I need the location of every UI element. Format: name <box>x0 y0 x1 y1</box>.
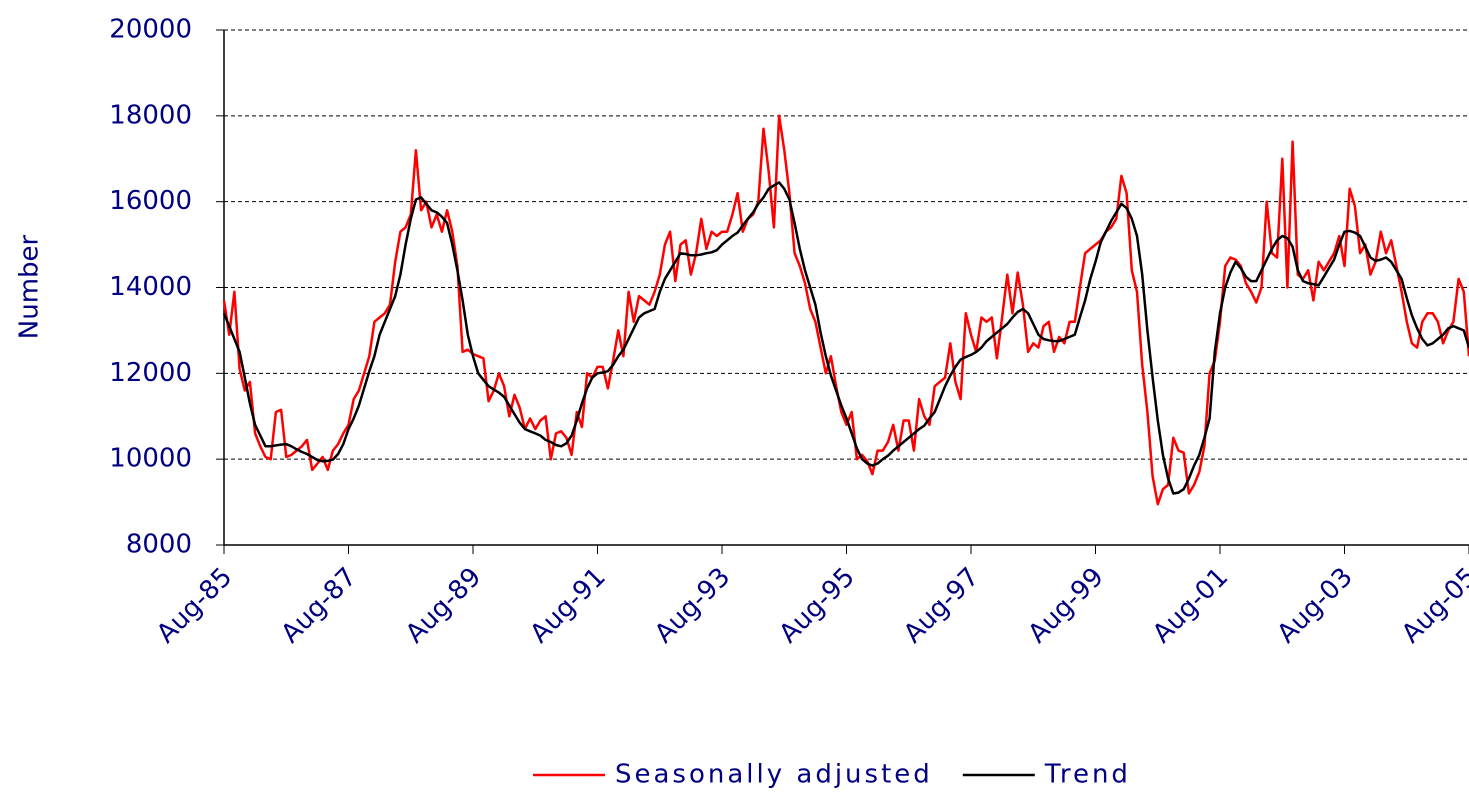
x-tick-label: Aug-03 <box>1272 562 1359 649</box>
legend-label: Trend <box>1044 760 1131 790</box>
x-tick-label: Aug-85 <box>151 562 238 649</box>
y-tick-label: 14000 <box>109 272 192 302</box>
legend-label: Seasonally adjusted <box>615 760 933 790</box>
y-tick-label: 12000 <box>109 358 192 388</box>
line-series <box>222 181 1469 495</box>
y-tick-label: 20000 <box>109 15 192 45</box>
x-tick-label: Aug-01 <box>1147 562 1234 649</box>
line-series <box>222 114 1469 506</box>
x-tick-label: Aug-91 <box>525 562 612 649</box>
y-axis-label: Number <box>15 234 45 339</box>
y-tick-label: 16000 <box>109 186 192 216</box>
x-tick-label: Aug-05 <box>1396 562 1469 649</box>
x-tick-label: Aug-87 <box>276 562 363 649</box>
x-tick-label: Aug-97 <box>898 562 985 649</box>
x-tick-label: Aug-95 <box>774 562 861 649</box>
y-tick-label: 18000 <box>109 100 192 130</box>
y-tick-label: 8000 <box>126 530 192 560</box>
x-tick-label: Aug-89 <box>400 562 487 649</box>
x-tick-label: Aug-93 <box>649 562 736 649</box>
y-tick-label: 10000 <box>109 444 192 474</box>
x-tick-label: Aug-99 <box>1023 562 1110 649</box>
